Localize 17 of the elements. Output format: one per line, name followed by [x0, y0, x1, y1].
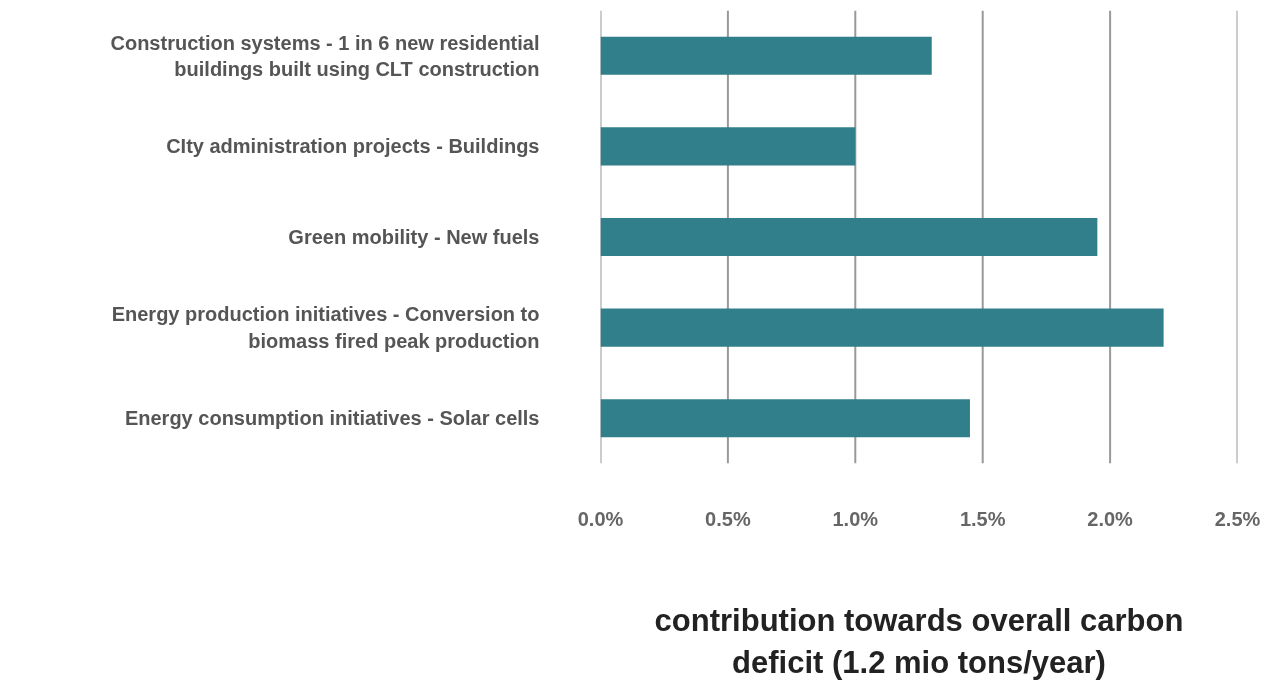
x-tick-label: 0.5%: [705, 507, 751, 530]
bar: [600, 36, 932, 75]
x-tick-label: 2.0%: [1087, 507, 1134, 530]
y-tick-label: Construction systems - 1 in 6 new residential buildings built using CLT construction: [110, 31, 540, 80]
x-tick-label: 1.5%: [959, 507, 1006, 530]
bar: [600, 127, 856, 166]
y-tick-label: Energy production initiatives - Conversion to biomass fired peak production: [111, 303, 540, 352]
y-tick-label: Energy consumption initiatives - Solar cells: [124, 407, 540, 430]
bar: [600, 399, 970, 438]
bar: [600, 308, 1164, 347]
y-tick-label: Green mobility - New fuels: [288, 226, 540, 248]
y-tick-label: CIty administration projects - Buildings: [166, 135, 540, 158]
x-tick-label: 0.0%: [577, 507, 624, 530]
x-axis-title: contribution towards overall carbon deficit (1.2 mio tons/year): [654, 602, 1184, 680]
bar: [600, 217, 1098, 257]
x-tick-label: 2.5%: [1214, 507, 1261, 530]
x-tick-label: 1.0%: [832, 507, 879, 530]
